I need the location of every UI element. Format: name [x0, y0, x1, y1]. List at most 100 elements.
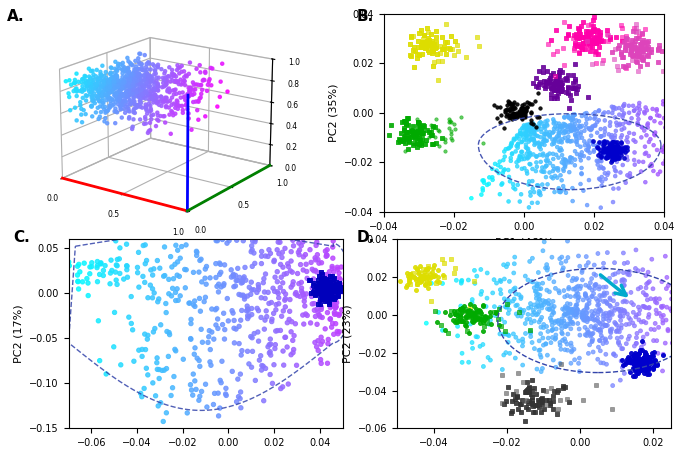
Point	[598, 264, 609, 272]
Point	[269, 361, 279, 368]
Point	[110, 237, 121, 244]
Point	[537, 280, 548, 287]
Point	[674, 312, 685, 319]
Point	[600, 336, 611, 343]
Point	[515, 409, 526, 416]
Point	[312, 300, 323, 307]
Point	[425, 274, 436, 281]
Point	[636, 41, 647, 48]
Point	[568, 306, 579, 313]
Point	[147, 294, 158, 301]
Point	[597, 334, 608, 341]
Point	[538, 123, 549, 130]
Point	[635, 355, 646, 363]
Point	[495, 304, 506, 311]
Point	[506, 157, 516, 165]
Point	[562, 30, 573, 37]
Point	[527, 199, 538, 207]
Point	[555, 189, 566, 196]
Point	[668, 123, 679, 130]
Point	[176, 243, 187, 250]
Point	[322, 276, 333, 284]
Point	[470, 312, 481, 319]
Point	[280, 295, 291, 302]
Point	[649, 131, 660, 138]
Point	[526, 100, 537, 107]
Point	[640, 46, 651, 53]
Point	[544, 169, 555, 176]
Point	[412, 55, 423, 62]
Point	[553, 320, 564, 327]
Point	[606, 308, 617, 315]
Point	[246, 279, 257, 286]
Point	[577, 39, 588, 46]
Point	[541, 162, 552, 170]
Point	[316, 286, 327, 293]
Point	[586, 312, 597, 319]
Point	[615, 308, 626, 315]
Point	[538, 405, 549, 413]
Point	[608, 104, 619, 111]
Point	[566, 116, 577, 124]
Point	[543, 157, 553, 164]
Point	[512, 181, 523, 189]
Point	[513, 157, 524, 164]
Point	[533, 89, 544, 96]
Point	[623, 336, 634, 343]
Point	[497, 170, 508, 177]
Point	[532, 282, 543, 289]
Point	[553, 84, 564, 92]
Point	[516, 131, 527, 138]
Point	[328, 282, 339, 290]
Point	[533, 396, 544, 404]
Point	[556, 325, 567, 332]
Point	[500, 146, 511, 153]
Point	[325, 279, 336, 286]
Point	[566, 138, 577, 145]
Point	[194, 295, 205, 302]
Point	[566, 305, 577, 313]
Point	[558, 317, 569, 324]
Point	[542, 352, 553, 359]
Point	[521, 129, 532, 136]
Point	[414, 274, 425, 281]
Point	[684, 123, 685, 130]
Point	[327, 275, 338, 282]
Point	[543, 78, 554, 85]
Point	[316, 268, 327, 275]
Point	[400, 283, 411, 290]
Point	[288, 346, 299, 353]
Point	[548, 155, 559, 162]
Point	[262, 253, 273, 260]
Point	[522, 405, 533, 412]
Point	[201, 403, 212, 410]
Point	[628, 357, 639, 364]
Point	[544, 132, 555, 139]
Point	[596, 158, 607, 165]
Point	[601, 312, 612, 319]
Point	[588, 33, 599, 40]
Point	[576, 170, 587, 178]
Point	[237, 279, 248, 286]
Point	[600, 145, 611, 152]
Point	[609, 259, 620, 266]
Point	[426, 38, 437, 45]
Point	[628, 40, 639, 47]
Point	[423, 264, 434, 272]
Point	[488, 276, 499, 283]
Point	[570, 276, 581, 283]
Point	[569, 75, 580, 83]
Point	[260, 317, 271, 324]
Point	[530, 140, 541, 147]
Point	[630, 24, 641, 31]
Point	[219, 310, 229, 317]
Point	[571, 308, 582, 315]
Point	[400, 120, 411, 127]
Point	[643, 358, 654, 365]
Point	[423, 41, 434, 48]
Point	[595, 337, 606, 344]
Point	[611, 322, 622, 329]
Point	[558, 382, 569, 389]
Point	[590, 382, 601, 389]
Point	[326, 303, 337, 310]
